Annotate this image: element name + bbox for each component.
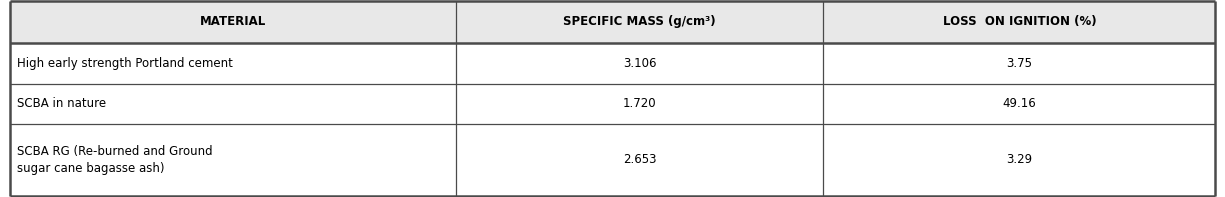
Bar	[10, 124, 1215, 196]
Text: SCBA in nature: SCBA in nature	[17, 97, 107, 110]
Text: 3.75: 3.75	[1006, 57, 1033, 70]
Text: 2.653: 2.653	[622, 153, 657, 166]
Text: SPECIFIC MASS (g/cm³): SPECIFIC MASS (g/cm³)	[564, 15, 715, 28]
Bar	[10, 1, 1215, 43]
Text: SCBA RG (Re-burned and Ground
sugar cane bagasse ash): SCBA RG (Re-burned and Ground sugar cane…	[17, 145, 213, 175]
Text: 3.29: 3.29	[1006, 153, 1033, 166]
Text: LOSS  ON IGNITION (%): LOSS ON IGNITION (%)	[942, 15, 1096, 28]
Bar	[10, 43, 1215, 84]
Text: 3.106: 3.106	[622, 57, 657, 70]
Text: High early strength Portland cement: High early strength Portland cement	[17, 57, 233, 70]
Text: MATERIAL: MATERIAL	[200, 15, 266, 28]
Text: 1.720: 1.720	[622, 97, 657, 110]
Bar	[10, 84, 1215, 124]
Text: 49.16: 49.16	[1002, 97, 1036, 110]
